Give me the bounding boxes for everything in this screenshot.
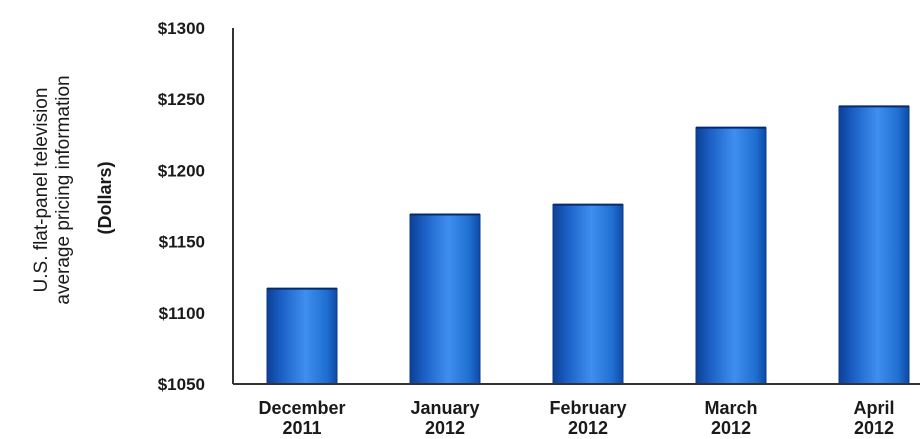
y-tick-label: $1300 (158, 19, 205, 38)
bar (267, 289, 337, 384)
bar (553, 205, 623, 384)
x-tick-label: March (704, 398, 757, 418)
x-tick-label: April (853, 398, 894, 418)
y-tick-label: $1250 (158, 90, 205, 109)
y-axis-unit: (Dollars) (95, 161, 115, 234)
bar (839, 106, 909, 384)
x-tick-label-year: 2012 (854, 418, 894, 438)
y-tick-label: $1200 (158, 161, 205, 180)
x-tick-label: February (549, 398, 626, 418)
x-axis-ticks: December2011January2012February2012March… (258, 398, 894, 438)
bar (410, 215, 480, 384)
x-tick-label-year: 2011 (282, 418, 321, 438)
y-tick-label: $1100 (159, 304, 205, 323)
x-tick-label: January (410, 398, 479, 418)
y-axis-title-line-1: U.S. flat-panel television (31, 88, 52, 293)
x-tick-label-year: 2012 (711, 418, 751, 438)
y-tick-label: $1050 (158, 375, 205, 394)
y-axis-title: U.S. flat-panel television average prici… (31, 75, 74, 304)
y-axis-unit-label: (Dollars) (95, 161, 115, 234)
y-tick-label: $1150 (159, 233, 205, 252)
y-axis-title-line-2: average pricing information (53, 75, 74, 304)
bar (696, 128, 766, 384)
x-tick-label-year: 2012 (425, 418, 465, 438)
x-tick-label-year: 2012 (568, 418, 608, 438)
x-tick-label: December (258, 398, 345, 418)
bars (267, 106, 909, 384)
y-axis-ticks: $1300 $1250 $1200 $1150 $1100 $1050 (158, 19, 205, 394)
